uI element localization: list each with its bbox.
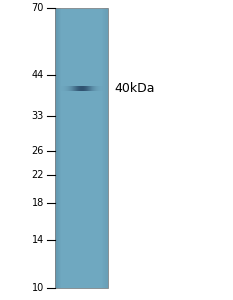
Bar [96,86,97,91]
Bar [75,86,76,91]
Bar [82,86,83,91]
Bar [102,8,103,288]
Bar [90,86,91,91]
Bar [77,86,78,91]
Bar [83,86,84,91]
Bar [60,8,61,288]
Bar [87,86,88,91]
Bar [79,86,80,91]
Bar [61,86,62,91]
Bar [80,86,81,91]
Text: 44: 44 [32,70,44,80]
Bar [100,86,101,91]
Bar [104,8,105,288]
Bar [81,86,82,91]
Text: 22: 22 [31,169,44,179]
Bar [72,86,73,91]
Bar [93,86,94,91]
Text: 26: 26 [32,146,44,155]
Text: 33: 33 [32,111,44,121]
Bar [89,86,90,91]
Bar [105,8,106,288]
Bar [78,86,79,91]
Bar [107,8,108,288]
Text: 10: 10 [32,283,44,293]
Bar [98,86,99,91]
Bar [88,86,89,91]
Bar [74,86,75,91]
Bar [99,86,100,91]
Bar [56,8,57,288]
Bar [95,86,96,91]
Bar [57,8,58,288]
Bar [85,86,86,91]
Bar [55,8,108,288]
Bar [67,86,68,91]
Bar [65,86,66,91]
Bar [63,86,64,91]
Text: 18: 18 [32,198,44,208]
Text: 14: 14 [32,235,44,244]
Bar [73,86,74,91]
Bar [58,8,59,288]
Bar [70,86,71,91]
Bar [69,86,70,91]
Bar [94,86,95,91]
Bar [101,86,102,91]
Bar [106,8,107,288]
Bar [91,86,92,91]
Bar [86,86,87,91]
Text: 70: 70 [32,3,44,13]
Bar [71,86,72,91]
Bar [97,86,98,91]
Bar [59,8,60,288]
Bar [84,86,85,91]
Bar [103,8,104,288]
Bar [68,86,69,91]
Bar [102,86,103,91]
Bar [66,86,67,91]
Bar [62,86,63,91]
Bar [55,8,56,288]
Bar [64,86,65,91]
Bar [92,86,93,91]
Text: 40kDa: 40kDa [114,82,154,95]
Bar [76,86,77,91]
